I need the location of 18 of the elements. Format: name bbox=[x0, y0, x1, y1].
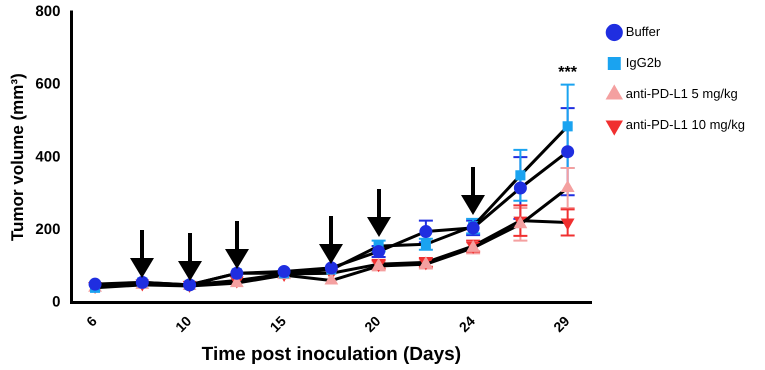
legend-label: anti-PD-L1 10 mg/kg bbox=[626, 117, 746, 132]
legend-label: Buffer bbox=[626, 24, 661, 40]
y-tick-label: 600 bbox=[35, 76, 60, 93]
legend-label: anti-PD-L1 5 mg/kg bbox=[626, 86, 738, 102]
y-tick-label: 800 bbox=[35, 3, 60, 20]
y-axis-title: Tumor volume (mm³) bbox=[8, 73, 27, 242]
x-tick-label: 24 bbox=[456, 312, 478, 336]
y-tick-label: 400 bbox=[35, 148, 60, 166]
legend-label: IgG2b bbox=[626, 55, 662, 70]
y-tick-label: 0 bbox=[52, 293, 60, 310]
x-tick-label: 6 bbox=[83, 312, 100, 330]
x-tick-label: 10 bbox=[172, 312, 195, 336]
x-tick-label: 29 bbox=[550, 312, 573, 336]
annotation: *** bbox=[558, 64, 578, 81]
x-tick-label: 20 bbox=[361, 312, 384, 336]
y-tick-label: 200 bbox=[35, 220, 60, 238]
x-tick-label: 15 bbox=[266, 312, 290, 336]
x-axis-title: Time post inoculation (Days) bbox=[202, 344, 462, 365]
